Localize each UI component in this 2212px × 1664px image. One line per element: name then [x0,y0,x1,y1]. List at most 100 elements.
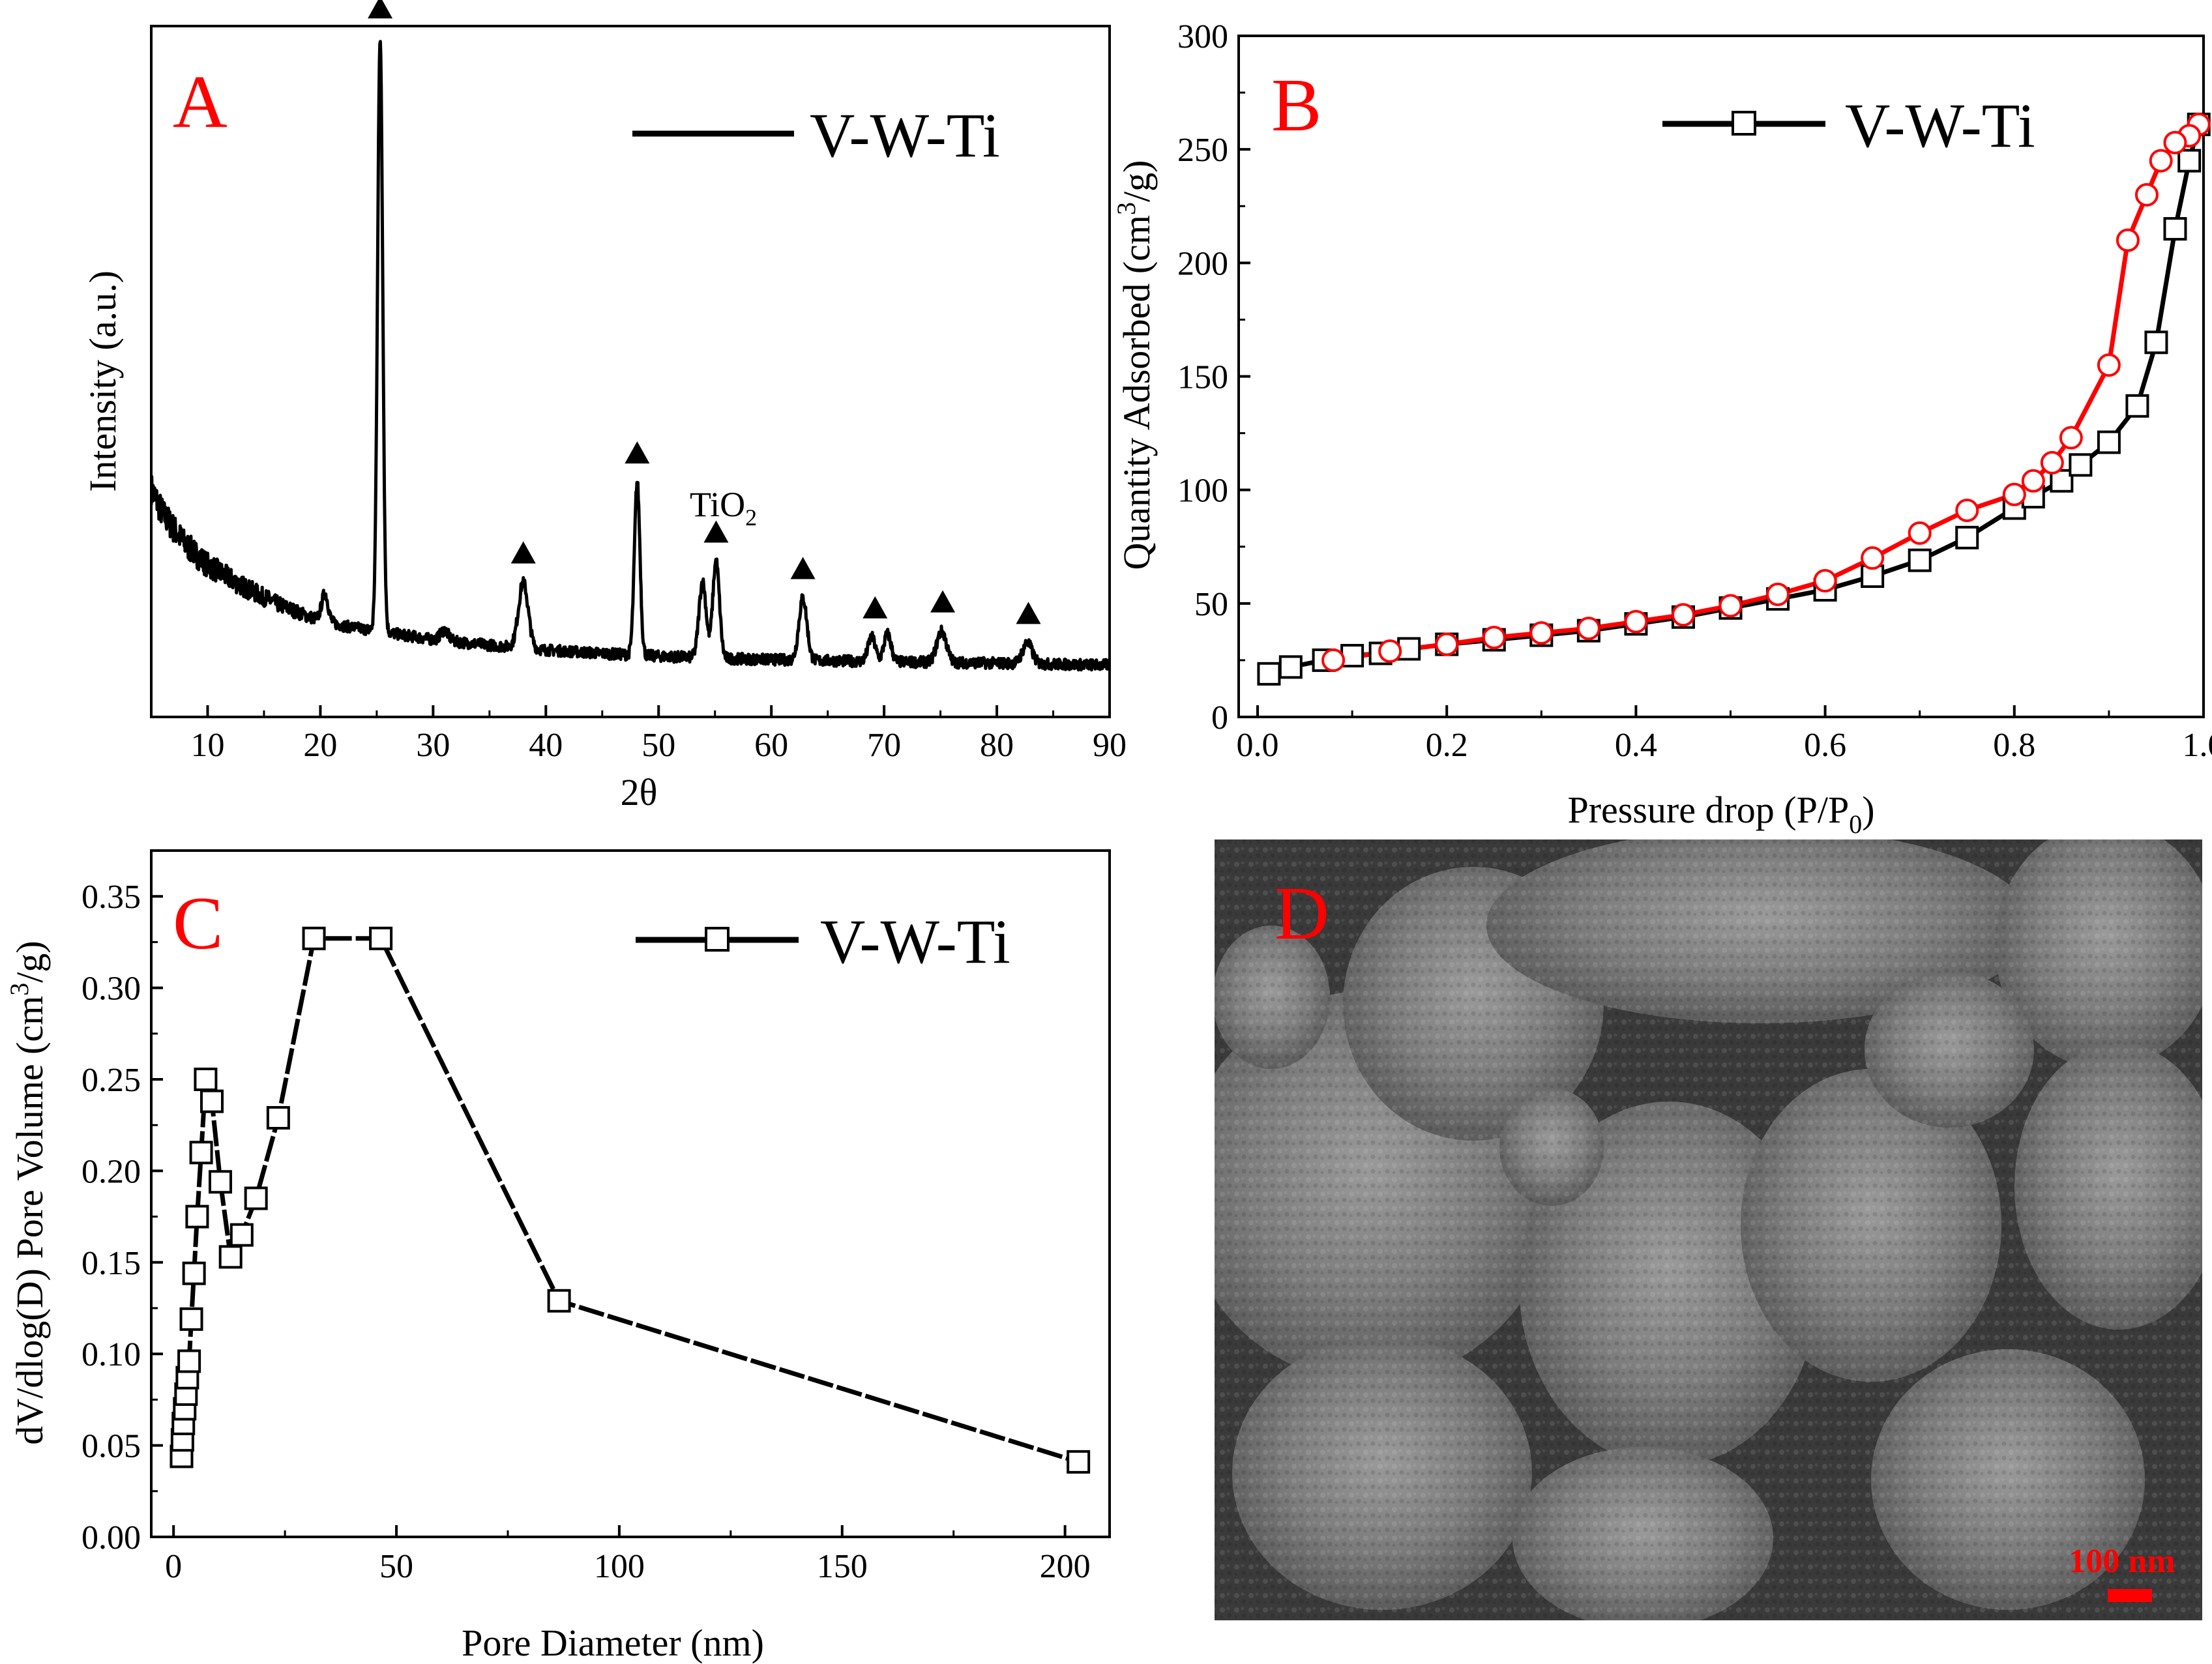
pore-distribution-point [185,1204,209,1229]
peak-marker-triangle [790,557,816,579]
desorption-point [1813,569,1837,592]
panel-c-pore-distribution-series [170,926,1091,1474]
y-tick-label: 250 [1177,132,1228,169]
pore-distribution-point [369,926,393,950]
peak-marker-triangle [930,590,956,613]
x-tick-label: 0.0 [1237,727,1279,764]
legend-label: V-W-Ti [810,100,1000,170]
desorption-point [1576,617,1600,641]
desorption-point [1955,499,1979,523]
legend-label: V-W-Ti [1845,91,2035,160]
adsorption-point [2097,430,2121,454]
x-tick-label: 50 [641,727,675,764]
pore-distribution-point [182,1261,206,1285]
panel-a-y-axis-label: Intensity (a.u.) [81,270,124,492]
pore-distribution-point [547,1289,571,1313]
panel-b-axis-ticks [1239,35,2205,718]
x-tick-label: 20 [303,727,337,764]
y-tick-label: 0.00 [81,1519,141,1556]
x-tick-label: 0.8 [1993,727,2035,764]
desorption-point [2097,353,2121,377]
desorption-point [1321,648,1346,672]
anatase-peak-markers [368,0,1041,624]
pore-distribution-point [244,1186,268,1210]
desorption-point [2002,482,2026,506]
x-tick-label: 0 [165,1548,182,1585]
panel-c: 0 50 100 150 200 0.00 0.05 0.10 0.15 0.20 0.25 0.30… [5,849,1111,1664]
panel-b-y-axis-label: Quantity Adsorbed (cm3/g) [1112,160,1158,570]
panel-letter-d: D [1275,872,1329,956]
y-tick-label: 0.30 [81,971,141,1008]
y-tick-label: 0 [1211,699,1228,737]
y-tick-label: 0.25 [81,1062,141,1099]
desorption-point [1671,603,1695,627]
pore-distribution-point [302,926,326,950]
x-tick-label: 200 [1040,1548,1091,1585]
scale-bar-label: 100 nm [2069,1543,2175,1580]
pore-distribution-point [194,1068,218,1091]
panel-d: D 100 nm [1215,839,2202,1620]
y-tick-label: 50 [1194,586,1228,623]
y-tick-label: 200 [1177,245,1228,282]
adsorption-point [2177,149,2202,173]
panel-b: 0.0 0.2 0.4 0.6 0.8 1.0 0 50 100 150 200 250 300 B V… [1112,18,2212,839]
adsorption-point [2163,217,2187,241]
legend-label: V-W-Ti [820,907,1010,976]
peak-marker-triangle [625,441,650,464]
desorption-point [1766,582,1790,606]
panel-a-x-axis-label: 2θ [621,771,658,813]
sem-micrograph [1215,839,2202,1620]
adsorption-point [1257,662,1281,686]
pore-distribution-point [179,1307,203,1331]
x-tick-label: 150 [817,1548,868,1585]
x-tick-label: 1.0 [2183,727,2212,764]
desorption-point [2040,450,2064,474]
desorption-point [2134,182,2159,207]
panel-a-frame [150,25,1111,718]
desorption-point [1624,609,1648,634]
x-tick-label: 10 [190,727,224,764]
adsorption-point [2125,394,2149,418]
panel-letter-a: A [173,61,228,144]
peak-marker-triangle [510,541,536,564]
pore-distribution-point [177,1349,201,1373]
tio2-annotation: TiO2 [690,485,757,531]
pore-distribution-point [199,1089,224,1113]
y-tick-label: 0.10 [81,1336,141,1373]
x-tick-label: 40 [529,727,563,764]
pore-distribution-point [229,1223,254,1247]
x-tick-label: 0.6 [1804,727,1846,764]
x-tick-label: 50 [379,1548,413,1585]
adsorption-point [1908,548,1932,572]
panel-letter-c: C [173,882,223,965]
panel-b-tick-labels: 0.0 0.2 0.4 0.6 0.8 1.0 0 50 100 150 200 250 300 [1177,18,2212,764]
peak-marker-triangle [863,596,888,619]
desorption-point [2163,130,2187,154]
pore-distribution-point [208,1170,232,1194]
adsorption-point [2069,453,2093,477]
x-tick-label: 70 [867,727,901,764]
panel-a: 10 20 30 40 50 60 70 80 90 A V-W-Ti TiO2 2θ Inte… [81,0,1127,813]
adsorption-point [1340,643,1364,667]
adsorption-point [1278,655,1303,679]
panel-b-isotherm-series [1257,112,2211,686]
x-tick-label: 0.4 [1615,727,1657,764]
y-tick-label: 0.05 [81,1428,141,1465]
panel-a-legend: V-W-Ti [632,100,1000,170]
pore-distribution-point [189,1141,213,1165]
desorption-point [1718,594,1743,618]
desorption-point [2059,426,2083,450]
x-tick-label: 100 [594,1548,645,1585]
panel-b-x-axis-label: Pressure drop (P/P0) [1567,789,1874,839]
x-tick-label: 60 [754,727,788,764]
desorption-point [1908,521,1932,545]
desorption-point [1861,546,1885,570]
legend-square-marker [705,927,730,952]
peak-marker-triangle [703,520,729,543]
desorption-point [2116,228,2140,252]
panel-a-x-tick-labels: 10 20 30 40 50 60 70 80 90 [190,727,1127,764]
adsorption-point [2144,330,2168,355]
panel-c-x-axis-label: Pore Diameter (nm) [462,1622,764,1664]
